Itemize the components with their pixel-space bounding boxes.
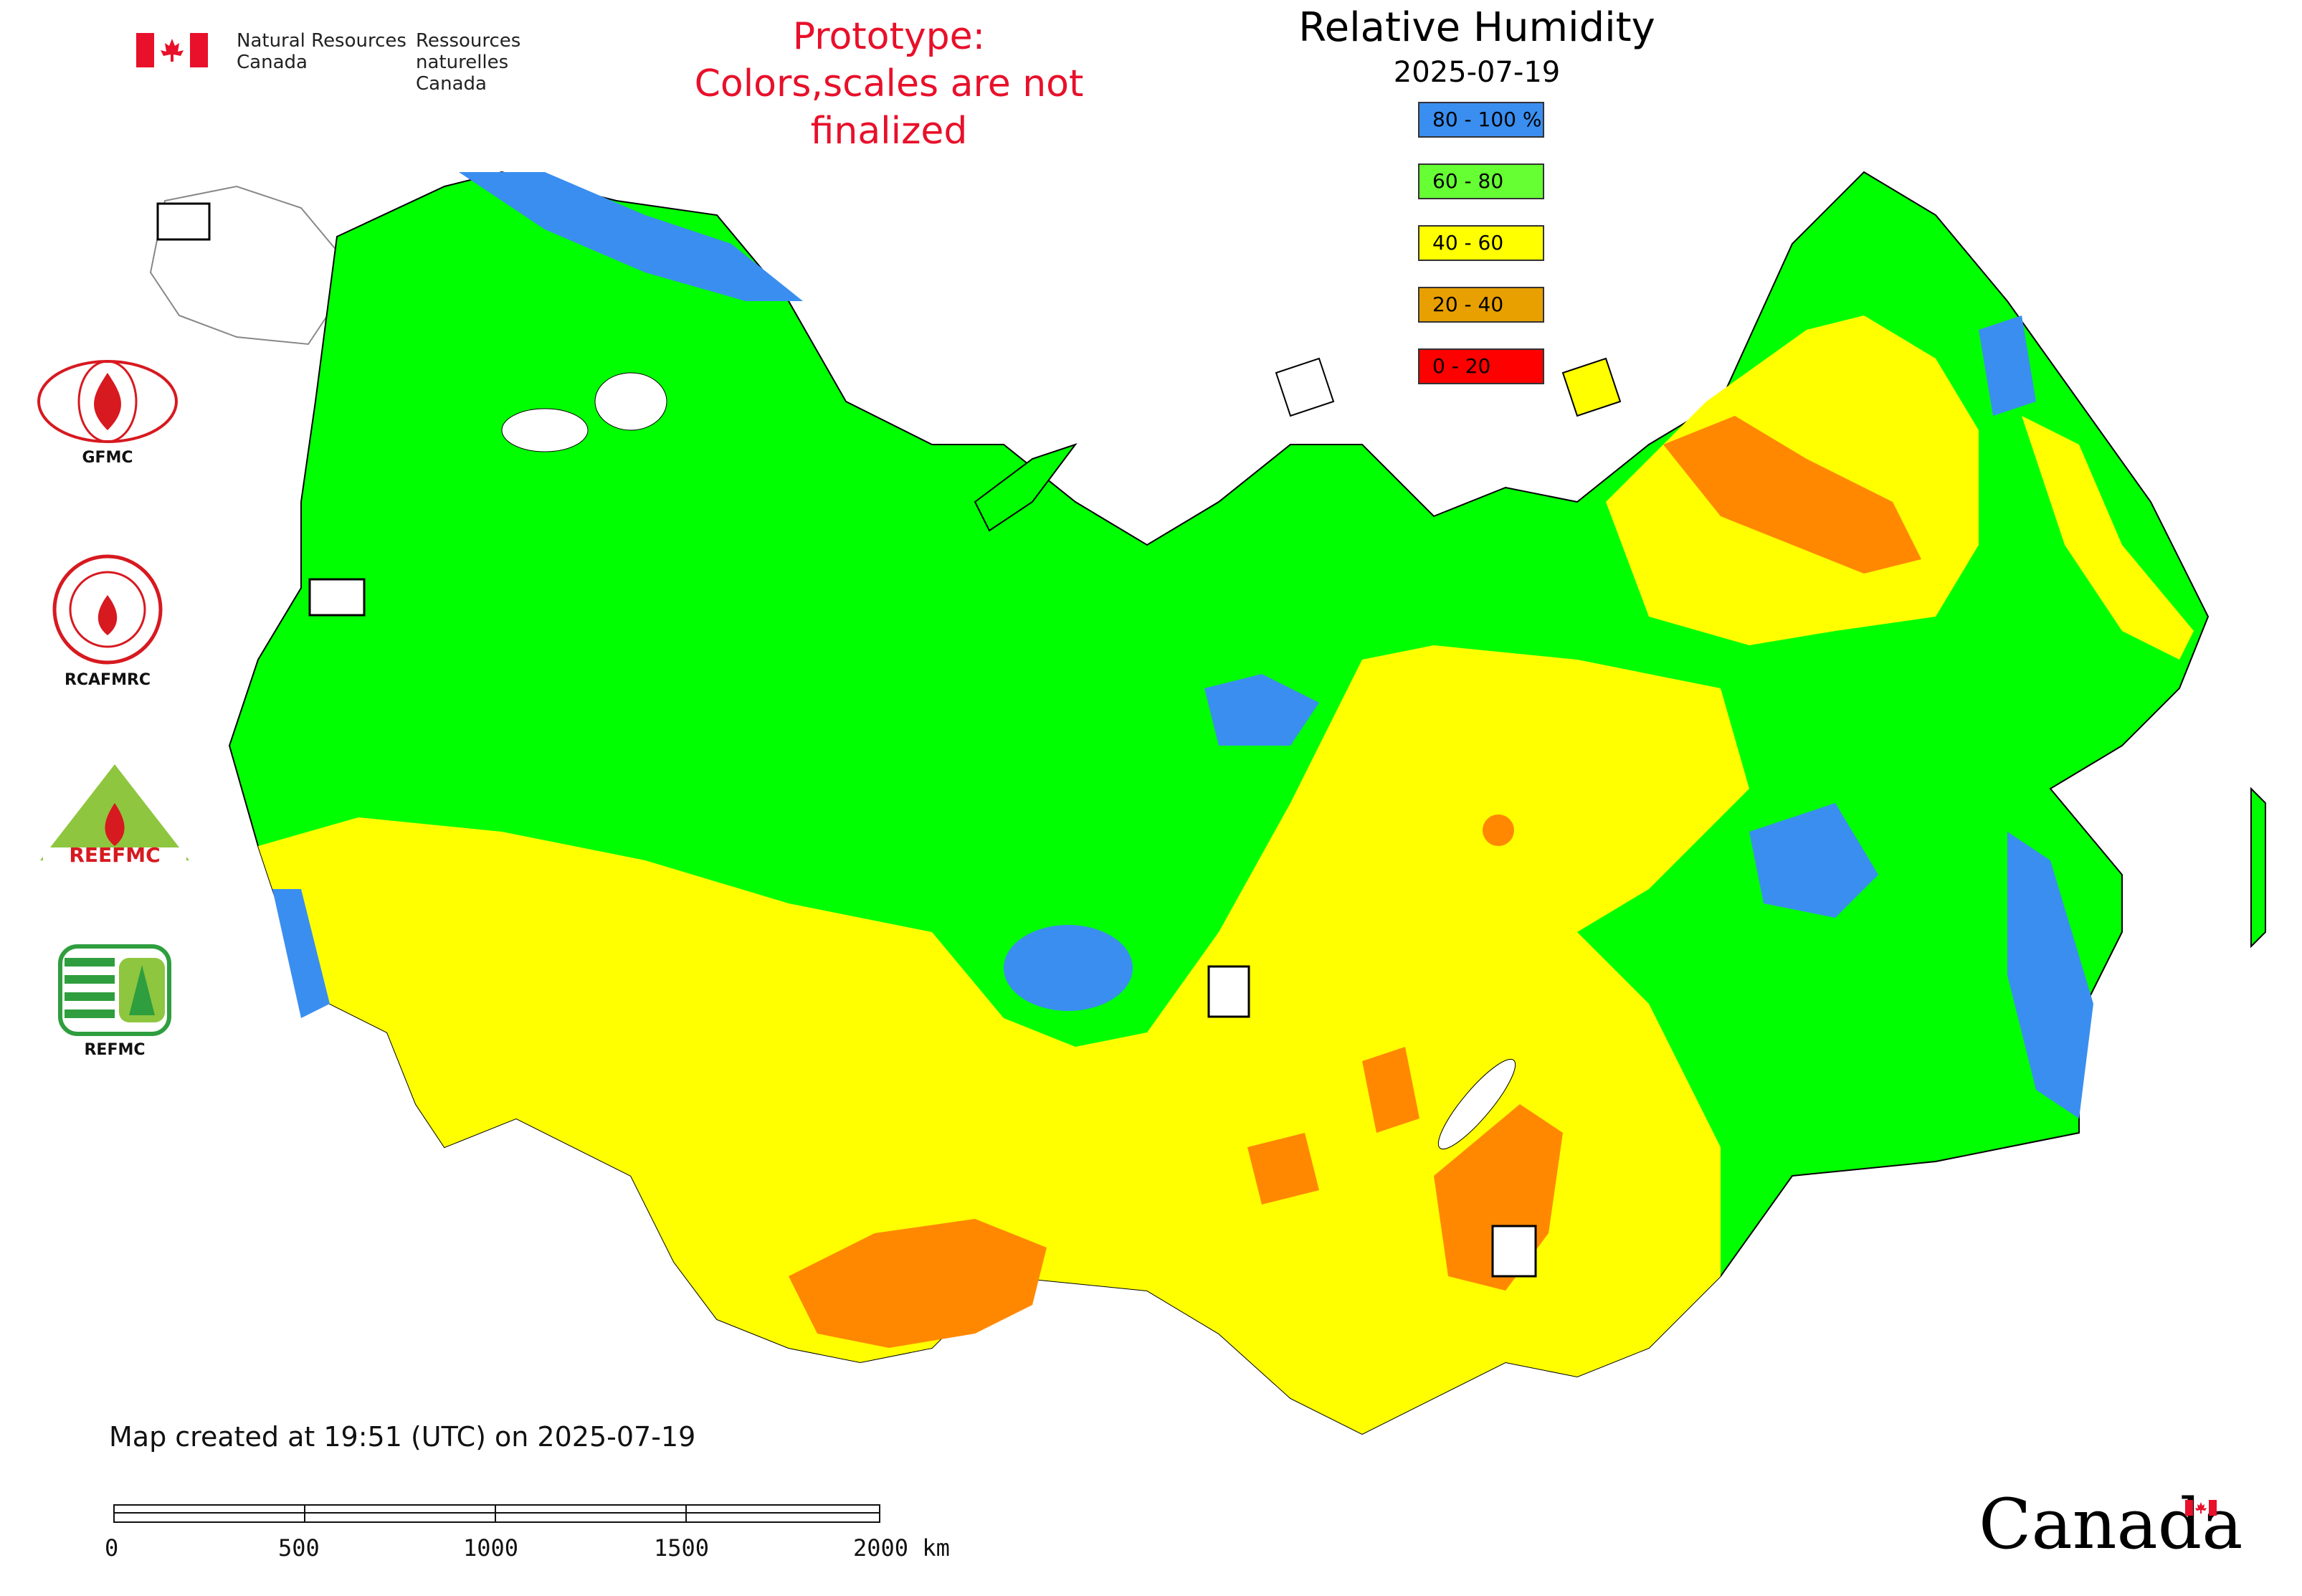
region-yellow-kamchatka [2022, 416, 2194, 660]
scale-label-500: 500 [278, 1534, 320, 1562]
gfmc-logo: GFMC [36, 358, 179, 467]
legend-item-40-60: 40 - 60 [1418, 225, 1544, 261]
region-orange-south-4 [1247, 1133, 1319, 1205]
scale-segment-1 [113, 1504, 305, 1523]
org-name-fr: Ressources naturelles Canada [416, 30, 521, 95]
scale-segment-2 [304, 1504, 496, 1523]
legend-item-80-100: 80 - 100 % [1418, 102, 1544, 138]
scale-label-2000: 2000 km [853, 1534, 950, 1562]
map-date: 2025-07-19 [1393, 56, 1561, 89]
marker-rcafmrc [1491, 1225, 1537, 1278]
marker-refmc [1207, 965, 1250, 1018]
reefmc-emblem-icon [40, 764, 189, 863]
nrcan-signature: Natural Resources Canada Ressources natu… [136, 29, 609, 95]
legend-item-20-40: 20 - 40 [1418, 287, 1544, 323]
island-novaya-zemlya [974, 443, 1078, 532]
europe-outline [149, 185, 338, 346]
scale-label-1000: 1000 [463, 1534, 519, 1562]
region-orange-northeast [1663, 416, 1921, 574]
legend-item-0-20: 0 - 20 [1418, 348, 1544, 384]
region-orange-south-1 [789, 1219, 1047, 1348]
reefmc-logo: REEFMC [36, 760, 194, 872]
region-blue-kola [459, 172, 803, 301]
org-name-en: Natural Resources Canada [237, 30, 406, 73]
scale-label-0: 0 [105, 1534, 119, 1562]
gfmc-emblem-icon [37, 360, 178, 443]
region-orange-south-3 [1362, 1047, 1419, 1133]
prototype-note: Prototype: Colors,scales are not finaliz… [694, 15, 1084, 153]
canada-flag-icon [136, 33, 208, 67]
scale-bar [113, 1504, 880, 1523]
scale-segment-4 [685, 1504, 880, 1523]
canada-wordmark: Canada [1979, 1484, 2243, 1564]
scale-segment-3 [495, 1504, 687, 1523]
region-blue-caspian [272, 889, 330, 1018]
lake-ladoga [501, 408, 589, 452]
island-new-siberian [1561, 357, 1622, 417]
refmc-emblem-icon [58, 944, 171, 1036]
lake-baikal [1437, 1058, 1516, 1150]
region-blue-sakhalin [2007, 832, 2093, 1118]
map-title: Relative Humidity [1298, 4, 1655, 51]
island-north [1275, 357, 1335, 417]
marker-reefmc [308, 578, 366, 617]
scale-label-1500: 1500 [654, 1534, 710, 1562]
canada-wordmark-flag-icon [2185, 1500, 2217, 1516]
region-blue-kamchatka [1979, 315, 2036, 416]
region-yellow-south [258, 645, 1749, 1434]
region-blue-amur [1749, 803, 1878, 918]
map-created-timestamp: Map created at 19:51 (UTC) on 2025-07-19 [109, 1421, 696, 1453]
lake-white-sea [594, 372, 667, 431]
rcafmrc-emblem-icon [52, 554, 163, 665]
rcafmrc-logo: RCAFMRC [50, 552, 165, 689]
region-blue-west-siberia [1004, 925, 1133, 1011]
legend-item-60-80: 60 - 80 [1418, 163, 1544, 199]
refmc-logo: REFMC [57, 944, 172, 1059]
island-sakhalin-strip [2250, 787, 2266, 949]
region-orange-spot [1483, 814, 1514, 846]
marker-gfmc [156, 202, 211, 241]
region-blue-taimyr [1204, 674, 1319, 746]
